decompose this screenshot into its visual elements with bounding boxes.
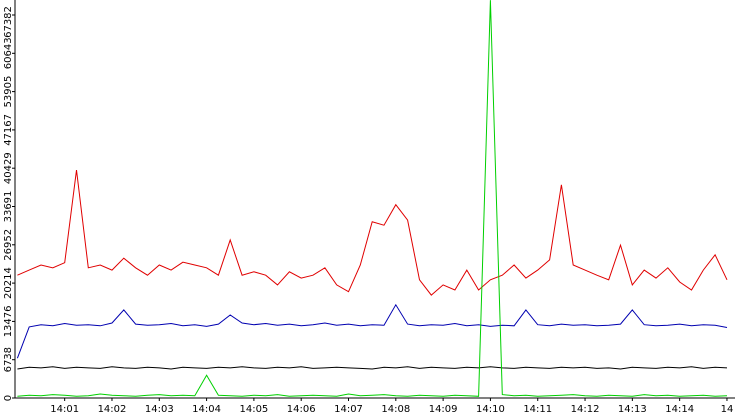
series-line xyxy=(17,170,728,296)
x-tick-label: 14:09 xyxy=(429,404,458,415)
y-tick-label: 47167 xyxy=(3,114,14,146)
y-tick-label: 13476 xyxy=(3,305,14,337)
x-tick-label: 14:06 xyxy=(287,404,316,415)
y-tick-label: 60643 xyxy=(3,37,14,69)
series-line xyxy=(16,303,728,359)
x-tick-label: 14:10 xyxy=(476,404,505,415)
x-tick-label: 14:08 xyxy=(381,404,410,415)
series-line xyxy=(17,366,728,370)
series-line xyxy=(17,0,728,397)
x-tick-label: 14:07 xyxy=(334,404,363,415)
x-tick-label: 14:13 xyxy=(618,404,647,415)
y-tick-label: 40429 xyxy=(3,152,14,184)
y-tick-label: 0 xyxy=(3,395,14,401)
x-tick-label: 14:04 xyxy=(192,404,221,415)
x-tick-label: 14:01 xyxy=(50,404,79,415)
y-tick-label: 53905 xyxy=(3,76,14,108)
x-tick-label: 14:12 xyxy=(571,404,600,415)
y-tick-label: 33691 xyxy=(3,191,14,223)
x-tick-label: 14 xyxy=(721,404,734,415)
x-tick-label: 14:14 xyxy=(665,404,694,415)
x-tick-label: 14:11 xyxy=(523,404,552,415)
x-tick-label: 14:02 xyxy=(98,404,127,415)
y-tick-label: 67382 xyxy=(3,6,14,38)
plot-area xyxy=(16,0,728,397)
x-tick-label: 14:03 xyxy=(145,404,174,415)
y-tick-label: 20214 xyxy=(3,267,14,299)
x-tick-label: 14:05 xyxy=(239,404,268,415)
y-tick-label: 26952 xyxy=(3,229,14,261)
y-tick-label: 6738 xyxy=(3,347,14,372)
